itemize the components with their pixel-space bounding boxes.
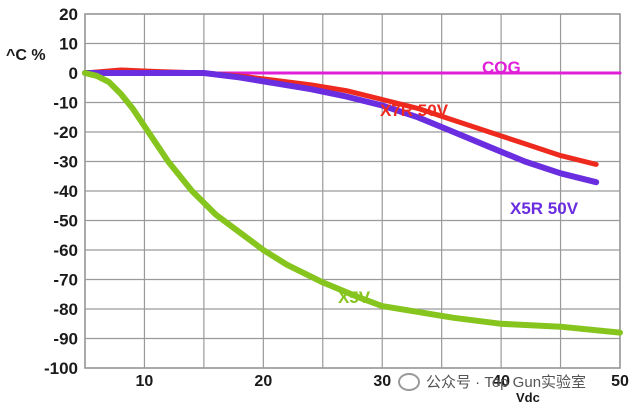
y-tick-label: -100 xyxy=(44,359,78,378)
y-tick-label: -30 xyxy=(53,153,78,172)
y-axis-label: ^C % xyxy=(6,47,46,64)
y-tick-label: -60 xyxy=(53,241,78,260)
series-label: COG xyxy=(482,58,521,77)
watermark-text: 公众号 · Top Gun实验室 xyxy=(426,374,587,391)
wechat-icon xyxy=(398,372,420,391)
x-tick-label: 40 xyxy=(492,373,510,390)
series-label: X5R 50V xyxy=(510,199,579,218)
series-labels: COG X7R 50V X5R 50V X5V xyxy=(338,58,579,307)
series-lines xyxy=(82,67,623,336)
y-tick-label: -10 xyxy=(53,94,78,113)
x-tick-labels: 10 20 30 40 50 xyxy=(136,373,629,390)
y-tick-label: 0 xyxy=(69,64,78,83)
series-line xyxy=(82,70,623,336)
y-tick-label: -40 xyxy=(53,182,78,201)
x-axis-label: Vdc xyxy=(516,390,540,405)
x-tick-label: 10 xyxy=(136,373,154,390)
series-label: X5V xyxy=(338,288,371,307)
y-tick-label: -90 xyxy=(53,330,78,349)
x-tick-label: 20 xyxy=(254,373,272,390)
series-label: X7R 50V xyxy=(380,101,449,120)
y-tick-label: -70 xyxy=(53,271,78,290)
y-tick-label: -80 xyxy=(53,300,78,319)
series-line xyxy=(82,70,600,186)
x-tick-label: 50 xyxy=(611,373,629,390)
y-tick-labels: 20 10 0 -10 -20 -30 -40 -50 -60 -70 -80 -90 -100 xyxy=(44,5,78,378)
y-tick-label: -20 xyxy=(53,123,78,142)
y-tick-label: 20 xyxy=(59,5,78,24)
watermark: 公众号 · Top Gun实验室 xyxy=(398,371,586,392)
y-tick-label: 10 xyxy=(59,35,78,54)
y-tick-label: -50 xyxy=(53,212,78,231)
x-tick-label: 30 xyxy=(373,373,391,390)
